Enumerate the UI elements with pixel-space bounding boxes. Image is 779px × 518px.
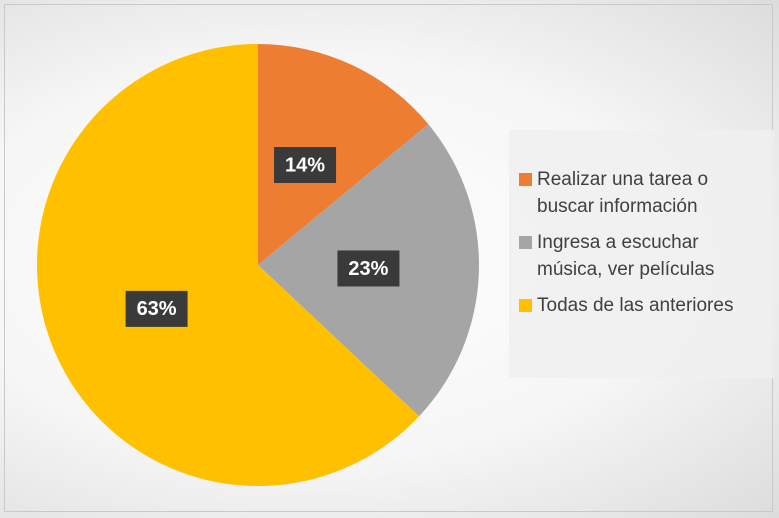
data-label: 14% [285, 154, 325, 176]
data-label-box [337, 250, 400, 287]
legend-item: Ingresa a escuchar música, ver películas [519, 229, 770, 283]
legend-item: Realizar una tarea o buscar información [519, 166, 770, 220]
legend-swatch [519, 236, 532, 249]
data-label-box [274, 147, 337, 184]
data-label-box [125, 290, 188, 327]
legend-item: Todas de las anteriores [519, 292, 770, 319]
pie-slice [37, 44, 420, 487]
pie-slice [258, 44, 429, 265]
legend-swatch [519, 299, 532, 312]
legend-swatch [519, 173, 532, 186]
legend-label: Realizar una tarea o buscar información [537, 169, 709, 217]
data-label: 23% [348, 258, 388, 280]
legend-label: Ingresa a escuchar música, ver películas [537, 232, 715, 280]
legend-label: Todas de las anteriores [537, 295, 734, 316]
legend: Realizar una tarea o buscar información I… [509, 130, 774, 378]
data-label: 63% [137, 298, 177, 320]
